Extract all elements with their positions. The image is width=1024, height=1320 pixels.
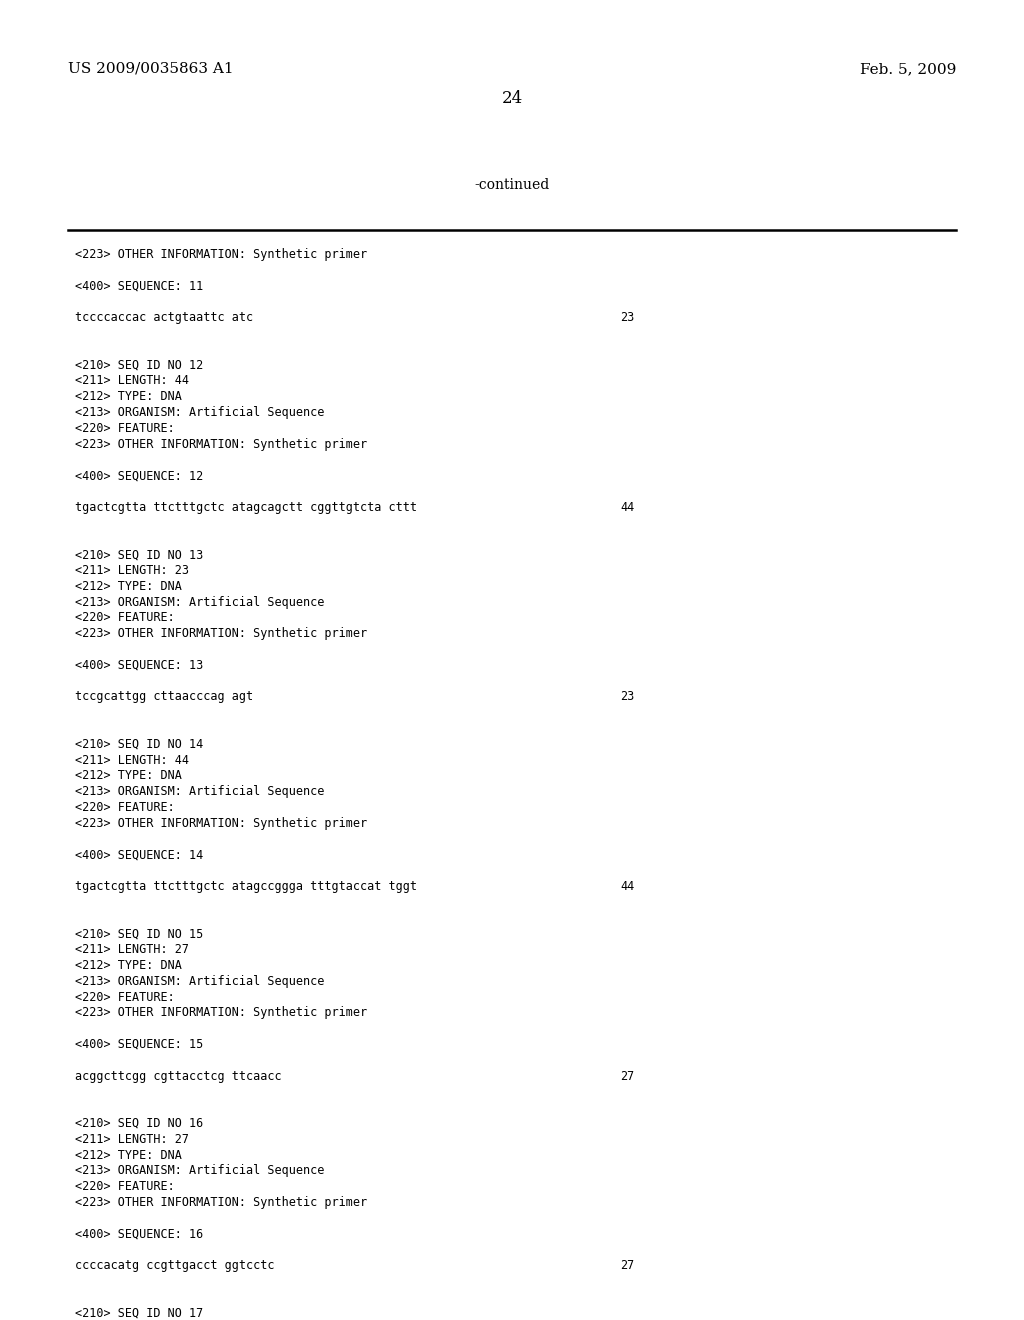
Text: acggcttcgg cgttacctcg ttcaacc: acggcttcgg cgttacctcg ttcaacc: [75, 1069, 282, 1082]
Text: <220> FEATURE:: <220> FEATURE:: [75, 611, 175, 624]
Text: <210> SEQ ID NO 12: <210> SEQ ID NO 12: [75, 359, 203, 372]
Text: <213> ORGANISM: Artificial Sequence: <213> ORGANISM: Artificial Sequence: [75, 407, 325, 418]
Text: <213> ORGANISM: Artificial Sequence: <213> ORGANISM: Artificial Sequence: [75, 1164, 325, 1177]
Text: 44: 44: [620, 880, 634, 894]
Text: -continued: -continued: [474, 178, 550, 191]
Text: <212> TYPE: DNA: <212> TYPE: DNA: [75, 960, 182, 972]
Text: 27: 27: [620, 1069, 634, 1082]
Text: tgactcgtta ttctttgctc atagcagctt cggttgtcta cttt: tgactcgtta ttctttgctc atagcagctt cggttgt…: [75, 500, 417, 513]
Text: <223> OTHER INFORMATION: Synthetic primer: <223> OTHER INFORMATION: Synthetic prime…: [75, 438, 368, 450]
Text: <400> SEQUENCE: 14: <400> SEQUENCE: 14: [75, 849, 203, 862]
Text: <223> OTHER INFORMATION: Synthetic primer: <223> OTHER INFORMATION: Synthetic prime…: [75, 1196, 368, 1209]
Text: tccccaccac actgtaattc atc: tccccaccac actgtaattc atc: [75, 312, 253, 325]
Text: 23: 23: [620, 690, 634, 704]
Text: 23: 23: [620, 312, 634, 325]
Text: <211> LENGTH: 23: <211> LENGTH: 23: [75, 564, 189, 577]
Text: <210> SEQ ID NO 13: <210> SEQ ID NO 13: [75, 548, 203, 561]
Text: <211> LENGTH: 27: <211> LENGTH: 27: [75, 944, 189, 956]
Text: <400> SEQUENCE: 15: <400> SEQUENCE: 15: [75, 1038, 203, 1051]
Text: <210> SEQ ID NO 15: <210> SEQ ID NO 15: [75, 928, 203, 940]
Text: <223> OTHER INFORMATION: Synthetic primer: <223> OTHER INFORMATION: Synthetic prime…: [75, 248, 368, 261]
Text: <220> FEATURE:: <220> FEATURE:: [75, 422, 175, 434]
Text: <212> TYPE: DNA: <212> TYPE: DNA: [75, 391, 182, 403]
Text: <211> LENGTH: 44: <211> LENGTH: 44: [75, 375, 189, 387]
Text: <223> OTHER INFORMATION: Synthetic primer: <223> OTHER INFORMATION: Synthetic prime…: [75, 1006, 368, 1019]
Text: <223> OTHER INFORMATION: Synthetic primer: <223> OTHER INFORMATION: Synthetic prime…: [75, 627, 368, 640]
Text: 24: 24: [502, 90, 522, 107]
Text: <220> FEATURE:: <220> FEATURE:: [75, 1180, 175, 1193]
Text: <212> TYPE: DNA: <212> TYPE: DNA: [75, 1148, 182, 1162]
Text: <213> ORGANISM: Artificial Sequence: <213> ORGANISM: Artificial Sequence: [75, 595, 325, 609]
Text: ccccacatg ccgttgacct ggtcctc: ccccacatg ccgttgacct ggtcctc: [75, 1259, 274, 1272]
Text: <220> FEATURE:: <220> FEATURE:: [75, 801, 175, 814]
Text: <213> ORGANISM: Artificial Sequence: <213> ORGANISM: Artificial Sequence: [75, 785, 325, 799]
Text: <400> SEQUENCE: 11: <400> SEQUENCE: 11: [75, 280, 203, 293]
Text: Feb. 5, 2009: Feb. 5, 2009: [859, 62, 956, 77]
Text: 27: 27: [620, 1259, 634, 1272]
Text: <210> SEQ ID NO 14: <210> SEQ ID NO 14: [75, 738, 203, 751]
Text: <211> LENGTH: 44: <211> LENGTH: 44: [75, 754, 189, 767]
Text: <400> SEQUENCE: 12: <400> SEQUENCE: 12: [75, 469, 203, 482]
Text: <212> TYPE: DNA: <212> TYPE: DNA: [75, 579, 182, 593]
Text: <400> SEQUENCE: 16: <400> SEQUENCE: 16: [75, 1228, 203, 1241]
Text: tgactcgtta ttctttgctc atagccggga tttgtaccat tggt: tgactcgtta ttctttgctc atagccggga tttgtac…: [75, 880, 417, 894]
Text: <220> FEATURE:: <220> FEATURE:: [75, 990, 175, 1003]
Text: <212> TYPE: DNA: <212> TYPE: DNA: [75, 770, 182, 783]
Text: tccgcattgg cttaacccag agt: tccgcattgg cttaacccag agt: [75, 690, 253, 704]
Text: <210> SEQ ID NO 17: <210> SEQ ID NO 17: [75, 1307, 203, 1320]
Text: US 2009/0035863 A1: US 2009/0035863 A1: [68, 62, 233, 77]
Text: <211> LENGTH: 27: <211> LENGTH: 27: [75, 1133, 189, 1146]
Text: <213> ORGANISM: Artificial Sequence: <213> ORGANISM: Artificial Sequence: [75, 974, 325, 987]
Text: <210> SEQ ID NO 16: <210> SEQ ID NO 16: [75, 1117, 203, 1130]
Text: <223> OTHER INFORMATION: Synthetic primer: <223> OTHER INFORMATION: Synthetic prime…: [75, 817, 368, 830]
Text: 44: 44: [620, 500, 634, 513]
Text: <400> SEQUENCE: 13: <400> SEQUENCE: 13: [75, 659, 203, 672]
